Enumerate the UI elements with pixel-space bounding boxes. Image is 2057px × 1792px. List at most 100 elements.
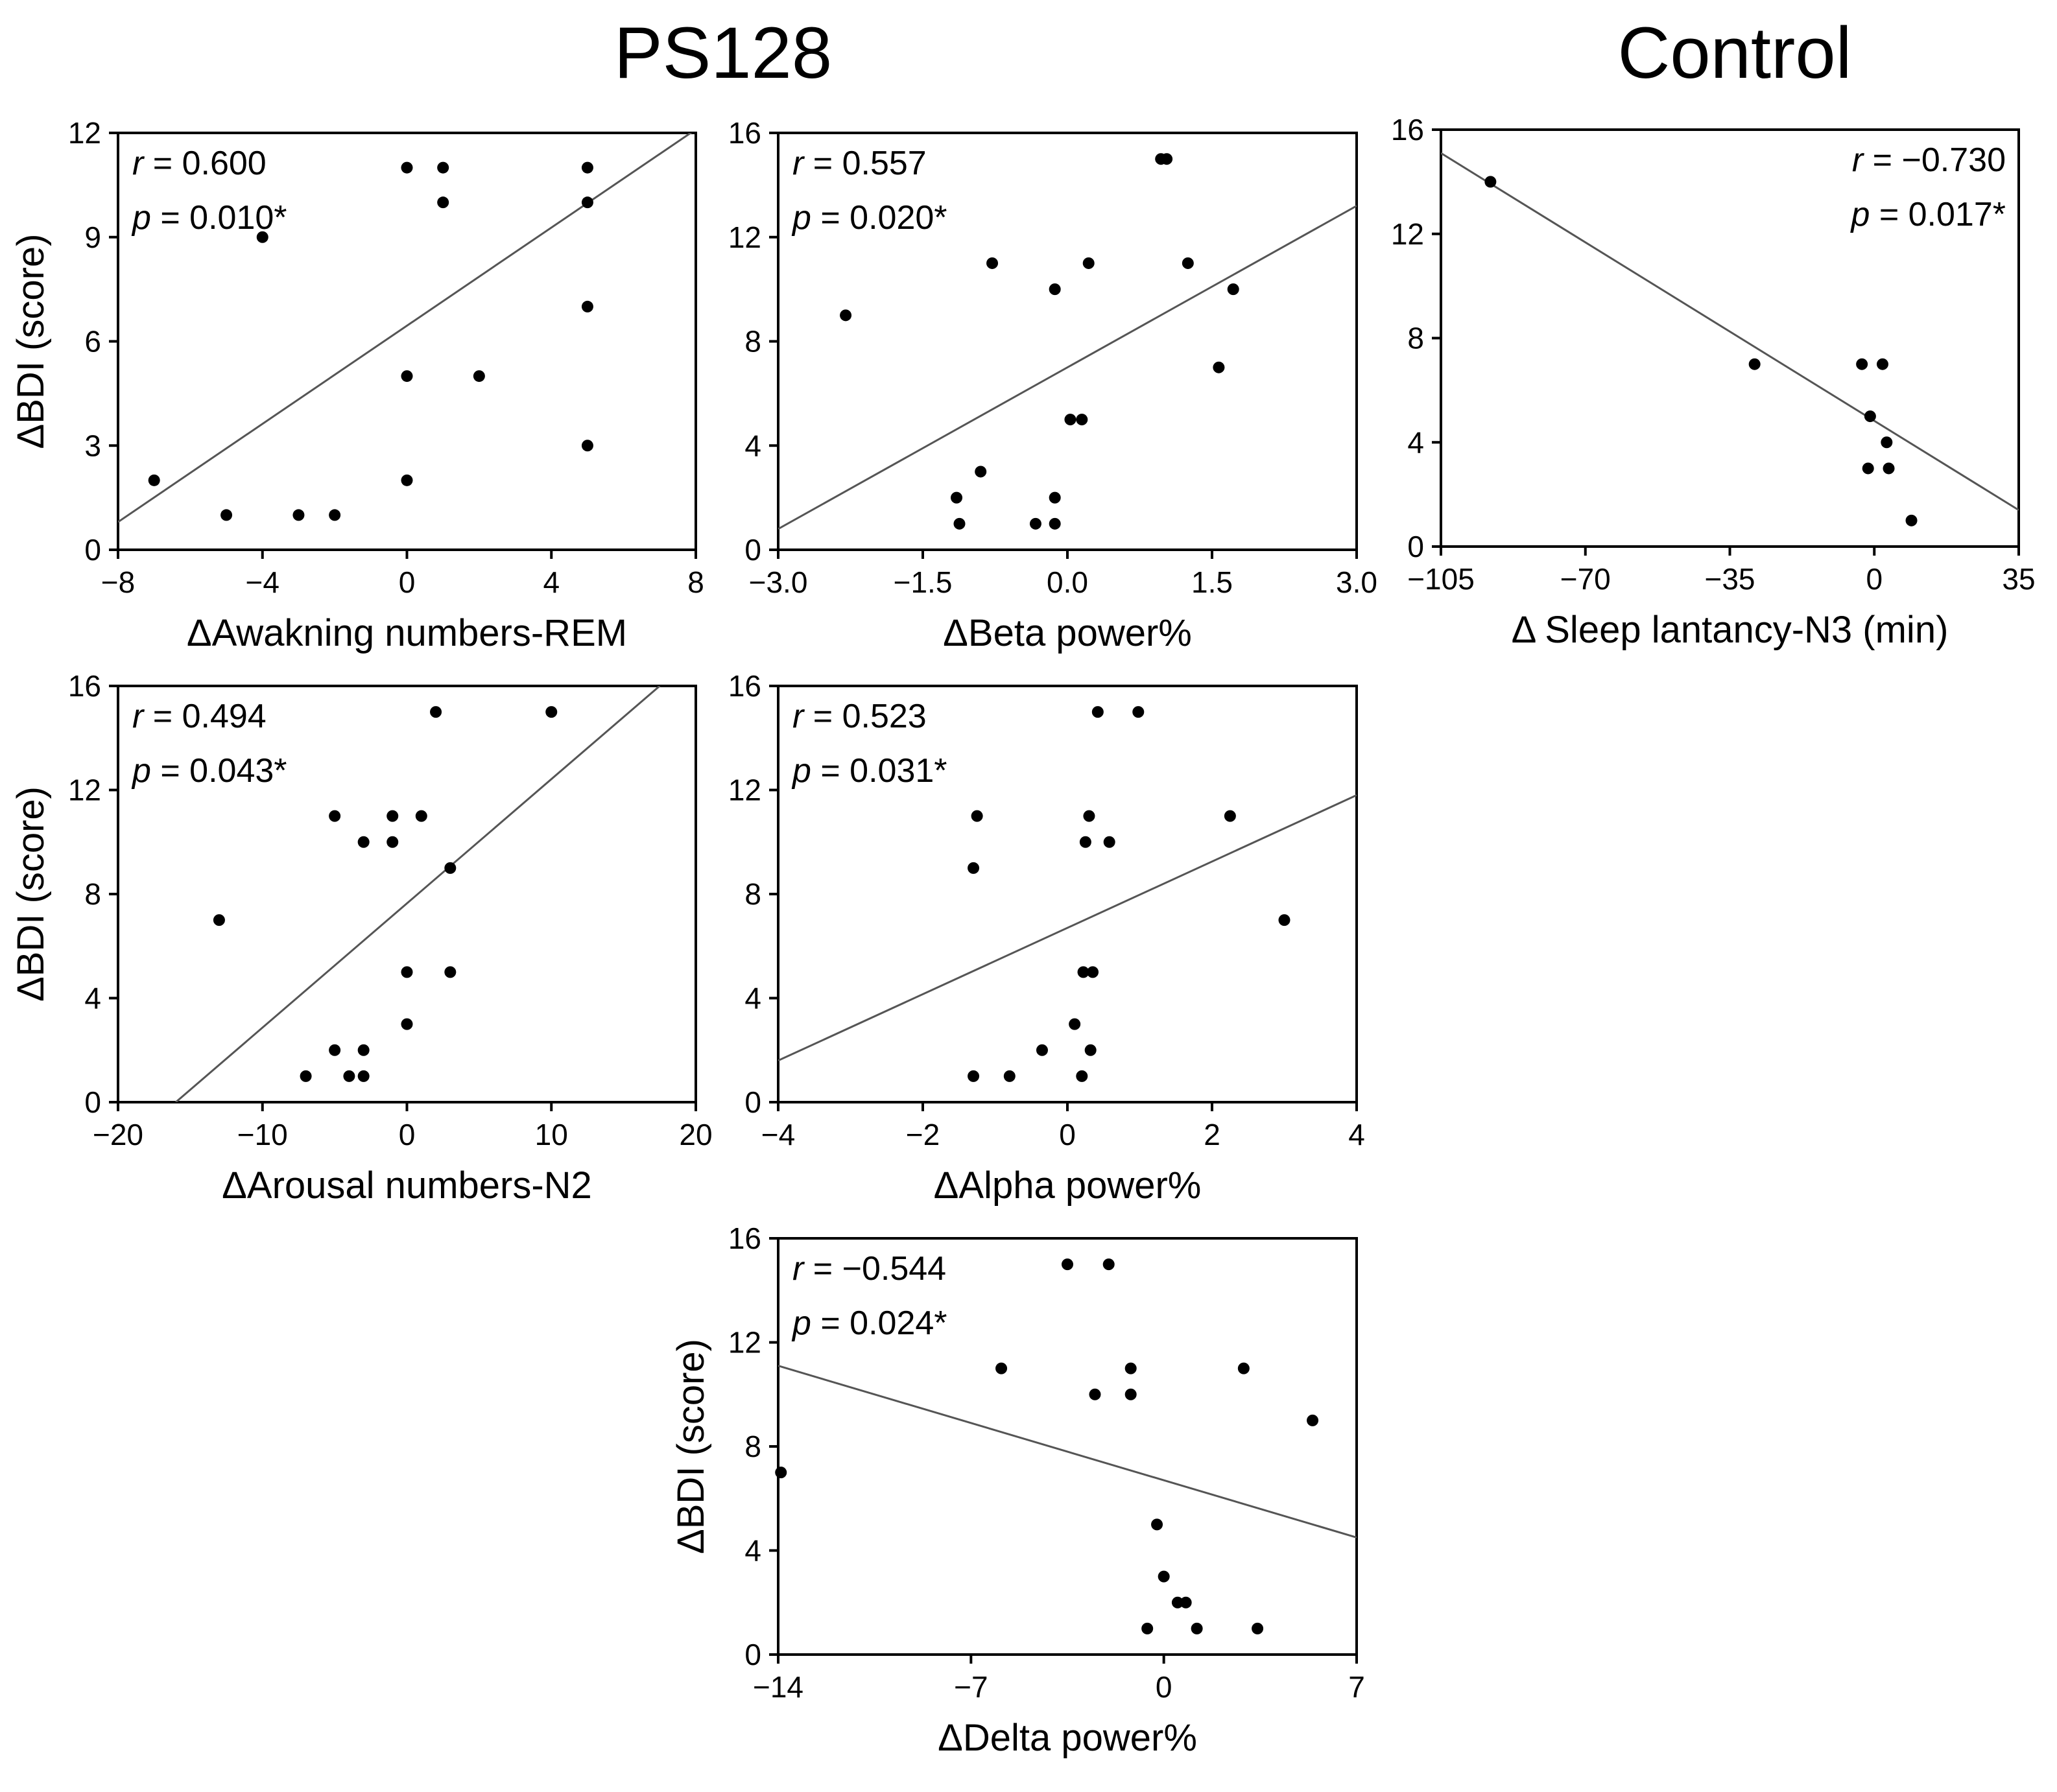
p-value-annotation: p = 0.043* — [131, 752, 287, 790]
scatter-panel-5: −4 −2 0 2 4 0 4 8 12 16 ΔAlpha power% r = 0.523 p = … — [728, 669, 1365, 1207]
y-tick-label: 16 — [728, 116, 761, 150]
x-axis-label: ΔBeta power% — [943, 612, 1192, 654]
data-point — [545, 706, 558, 718]
data-point — [292, 509, 305, 521]
x-tick-label: −20 — [93, 1118, 143, 1151]
data-point — [953, 517, 966, 530]
y-tick-label: 4 — [744, 429, 761, 462]
y-tick-label: 12 — [728, 773, 761, 807]
y-tick-label: 16 — [728, 669, 761, 703]
y-tick-label: 6 — [84, 325, 101, 359]
data-point — [1064, 414, 1076, 426]
scatter-panel-3: −105 −70 −35 0 35 0 4 8 12 16 Δ Sleep lantancy-N3 … — [1391, 113, 2036, 651]
y-tick-label: 0 — [84, 1085, 101, 1119]
y-tick-label: 12 — [1391, 217, 1424, 251]
data-point — [1089, 1388, 1101, 1400]
scatter-panel-4: −20 −10 0 10 20 0 4 8 12 16 ΔArousal numbers-N2 ΔBD… — [10, 669, 713, 1207]
y-tick-label: 4 — [84, 982, 101, 1015]
data-point — [1278, 914, 1290, 926]
data-point — [1049, 491, 1061, 504]
data-point — [444, 966, 457, 978]
p-value: = 0.043* — [151, 752, 287, 790]
r-symbol: r — [1852, 141, 1865, 179]
data-point — [1151, 1518, 1163, 1531]
x-tick-label: −1.5 — [894, 565, 953, 599]
data-point — [581, 300, 593, 312]
data-point — [1171, 1596, 1183, 1609]
data-point — [1124, 1388, 1137, 1400]
data-point — [1103, 836, 1115, 848]
data-point — [840, 309, 852, 322]
scatter-panel-6: −14 −7 0 7 0 4 8 12 16 ΔDelta power% ΔBDI (score) r… — [670, 1221, 1365, 1759]
p-value-annotation: p = 0.010* — [131, 199, 287, 237]
x-tick-label: −4 — [761, 1118, 795, 1151]
x-tick-label: 2 — [1204, 1118, 1220, 1151]
correlation-r: r = 0.557 — [792, 145, 927, 182]
x-tick-label: −105 — [1407, 562, 1475, 596]
correlation-r: r = 0.600 — [132, 145, 267, 182]
r-value: = 0.600 — [143, 145, 266, 182]
x-tick-label: 10 — [535, 1118, 568, 1151]
data-point — [473, 370, 485, 383]
data-point — [1237, 1362, 1250, 1374]
y-axis-label: ΔBDI (score) — [10, 786, 52, 1002]
data-point — [444, 862, 457, 874]
p-symbol: p — [791, 752, 811, 790]
x-tick-label: 8 — [687, 565, 704, 599]
r-symbol: r — [792, 698, 805, 735]
x-axis-label: ΔAwakning numbers-REM — [187, 612, 627, 654]
x-axis-label: ΔAlpha power% — [934, 1164, 1202, 1207]
data-point — [1076, 1070, 1088, 1082]
data-point — [1161, 153, 1173, 165]
data-point — [581, 440, 593, 452]
x-tick-label: 7 — [1348, 1670, 1365, 1704]
y-tick-label: 0 — [1407, 530, 1424, 563]
data-point — [329, 810, 341, 822]
regression-line — [118, 133, 693, 523]
data-point — [437, 161, 449, 174]
x-tick-label: 0 — [1156, 1670, 1172, 1704]
data-point — [415, 810, 427, 822]
x-axis-label: Δ Sleep lantancy-N3 (min) — [1512, 609, 1949, 651]
y-tick-label: 0 — [84, 533, 101, 567]
data-point — [968, 862, 980, 874]
data-point — [1307, 1414, 1319, 1426]
r-value: = 0.523 — [803, 698, 926, 735]
data-point — [1213, 361, 1225, 373]
x-tick-label: 0 — [1059, 1118, 1076, 1151]
data-point — [1484, 176, 1497, 188]
data-point — [1252, 1622, 1264, 1634]
x-tick-label: 35 — [2002, 562, 2035, 596]
p-symbol: p — [791, 199, 811, 237]
x-tick-label: −4 — [246, 565, 279, 599]
data-point — [1091, 706, 1104, 718]
y-tick-label: 8 — [1407, 322, 1424, 355]
r-symbol: r — [792, 145, 805, 182]
data-point — [148, 474, 160, 486]
y-axis-label: ΔBDI (score) — [670, 1339, 712, 1554]
x-tick-label: 0.0 — [1047, 565, 1088, 599]
data-point — [1224, 810, 1236, 822]
data-point — [437, 196, 449, 209]
data-point — [986, 257, 999, 269]
data-point — [1881, 436, 1893, 449]
heading-ps128: PS128 — [614, 12, 832, 93]
x-tick-label: −3.0 — [749, 565, 808, 599]
p-symbol: p — [1849, 196, 1870, 233]
plot-frame — [777, 132, 1358, 551]
p-symbol: p — [131, 199, 151, 237]
data-point — [1180, 1596, 1192, 1609]
data-point — [1087, 966, 1099, 978]
r-value: = 0.494 — [143, 698, 266, 735]
data-point — [1191, 1622, 1203, 1634]
x-tick-label: 0 — [399, 1118, 416, 1151]
y-tick-label: 8 — [744, 1430, 761, 1463]
r-value: = −0.544 — [803, 1250, 946, 1288]
p-value: = 0.017* — [1870, 196, 2006, 233]
scatter-panel-1: −8 −4 0 4 8 0 3 6 9 12 ΔAwakning numbers-REM ΔBDI (… — [10, 116, 704, 654]
p-symbol: p — [791, 1304, 811, 1342]
regression-line — [778, 1365, 1357, 1539]
data-point — [1876, 358, 1888, 370]
x-axis-label: ΔDelta power% — [938, 1717, 1197, 1759]
